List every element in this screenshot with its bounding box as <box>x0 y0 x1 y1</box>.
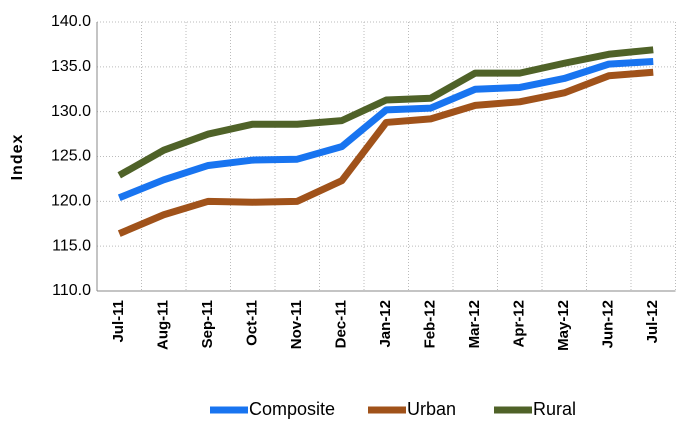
y-tick-label: 115.0 <box>52 237 91 254</box>
x-tick-label: Jun-12 <box>600 300 617 348</box>
legend-label: Urban <box>407 399 456 419</box>
x-tick-label: Jul-11 <box>110 300 127 343</box>
line-series <box>117 57 654 201</box>
x-tick-label: Feb-12 <box>422 300 439 348</box>
x-tick-label: Dec-11 <box>333 300 350 348</box>
x-tick-label: Apr-12 <box>511 300 528 348</box>
x-tick-label: Mar-12 <box>466 300 483 348</box>
legend-label: Rural <box>533 399 576 419</box>
y-tick-label: 110.0 <box>52 282 91 299</box>
x-tick-label: Jan-12 <box>377 300 394 348</box>
x-tick-label: Oct-11 <box>244 300 261 346</box>
x-tick-label: Sep-11 <box>199 300 216 348</box>
y-tick-label: 125.0 <box>51 148 91 165</box>
line-series <box>117 46 654 179</box>
y-tick-label: 135.0 <box>51 58 91 75</box>
legend-label: Composite <box>249 399 335 419</box>
y-tick-label: 120.0 <box>51 193 91 210</box>
x-tick-label: Nov-11 <box>288 300 305 349</box>
x-tick-label: Aug-11 <box>155 300 172 350</box>
x-tick-label: Jul-12 <box>644 300 661 343</box>
x-tick-label: May-12 <box>555 300 572 351</box>
y-tick-label: 130.0 <box>51 103 91 120</box>
y-tick-label: 140.0 <box>51 13 91 30</box>
y-axis-label: Index <box>9 134 26 181</box>
line-series <box>117 68 654 237</box>
